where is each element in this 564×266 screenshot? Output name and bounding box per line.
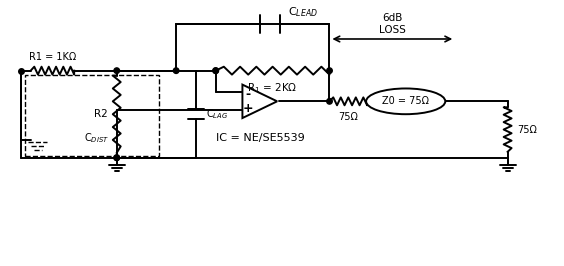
Circle shape (114, 155, 120, 160)
Text: 75Ω: 75Ω (518, 124, 537, 135)
Text: 75Ω: 75Ω (338, 112, 358, 122)
Text: 6dB
LOSS: 6dB LOSS (379, 14, 406, 35)
Circle shape (213, 68, 218, 73)
Ellipse shape (366, 89, 445, 114)
Circle shape (173, 68, 179, 73)
Circle shape (213, 68, 218, 73)
Text: C$_{DIST}$: C$_{DIST}$ (85, 131, 109, 145)
Circle shape (114, 155, 120, 160)
Text: -: - (246, 88, 251, 101)
Circle shape (114, 68, 120, 73)
Circle shape (327, 99, 332, 104)
Text: C$_{LEAD}$: C$_{LEAD}$ (288, 5, 318, 19)
Text: IC = NE/SE5539: IC = NE/SE5539 (216, 133, 305, 143)
Text: R1 = 1KΩ: R1 = 1KΩ (29, 52, 76, 62)
Text: +: + (243, 102, 254, 115)
Bar (25, 75, 159, 156)
Text: R$_1$ = 2KΩ: R$_1$ = 2KΩ (248, 82, 298, 95)
Circle shape (327, 68, 332, 73)
Text: R2: R2 (94, 109, 108, 119)
Text: C$_{LAG}$: C$_{LAG}$ (206, 107, 228, 121)
Text: Z0 = 75Ω: Z0 = 75Ω (382, 96, 429, 106)
